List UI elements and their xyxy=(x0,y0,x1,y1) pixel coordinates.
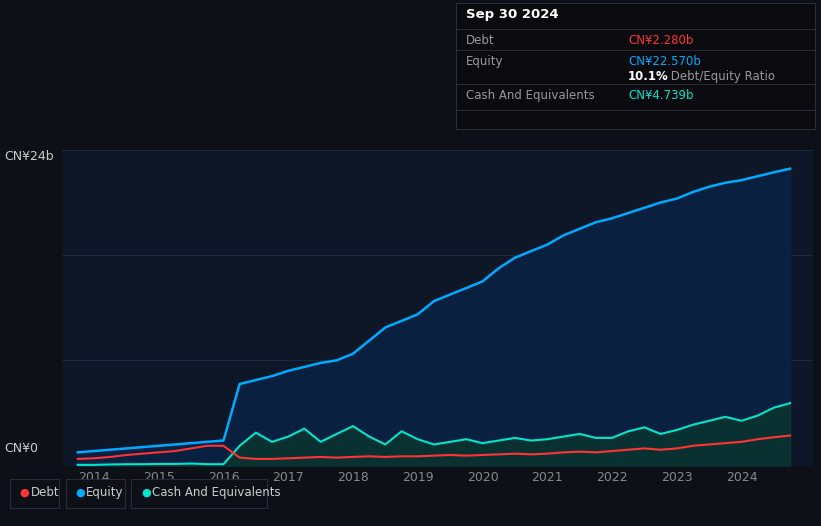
Text: Cash And Equivalents: Cash And Equivalents xyxy=(152,487,281,499)
Text: CN¥2.280b: CN¥2.280b xyxy=(628,34,694,47)
Text: Debt: Debt xyxy=(466,34,494,47)
Text: CN¥4.739b: CN¥4.739b xyxy=(628,89,694,103)
Text: 10.1%: 10.1% xyxy=(628,70,669,83)
Text: Equity: Equity xyxy=(86,487,124,499)
Text: CN¥0: CN¥0 xyxy=(4,442,38,455)
Text: Equity: Equity xyxy=(466,55,503,68)
Text: ●: ● xyxy=(76,488,85,498)
Text: ●: ● xyxy=(141,488,151,498)
Text: CN¥24b: CN¥24b xyxy=(4,150,53,163)
Text: Sep 30 2024: Sep 30 2024 xyxy=(466,8,558,21)
Text: CN¥22.570b: CN¥22.570b xyxy=(628,55,701,68)
Text: ●: ● xyxy=(20,488,30,498)
Text: Debt: Debt xyxy=(30,487,59,499)
Text: Cash And Equivalents: Cash And Equivalents xyxy=(466,89,594,103)
Text: Debt/Equity Ratio: Debt/Equity Ratio xyxy=(667,70,776,83)
